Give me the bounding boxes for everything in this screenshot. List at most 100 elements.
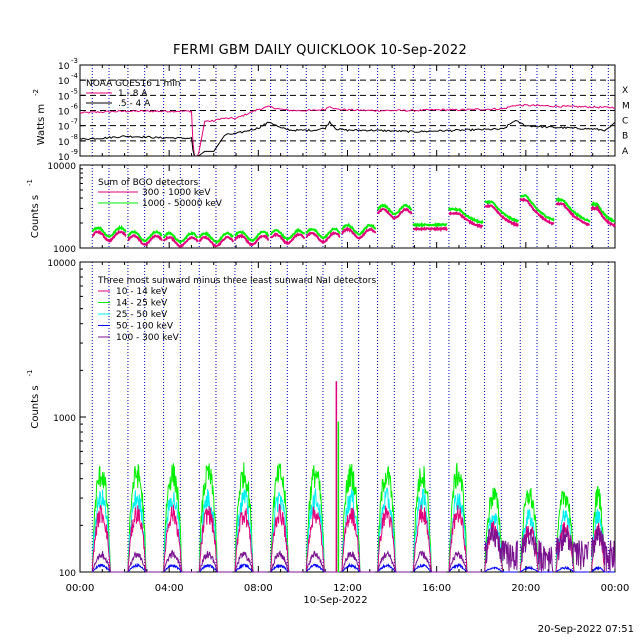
bgo-series-line	[341, 226, 377, 240]
bgo-series-line	[91, 229, 127, 244]
nai-series-line	[234, 551, 268, 573]
y-tick-exponent: -3	[71, 57, 78, 65]
y-tick-exponent: -8	[71, 133, 78, 141]
y-tick-label: 10	[58, 108, 70, 118]
nai-series-line	[448, 550, 482, 573]
flare-class-label: M	[622, 101, 630, 111]
bgo-series-line	[198, 235, 235, 248]
legend-title: Sum of BGO detectors	[98, 178, 199, 188]
bgo-series-line	[305, 231, 341, 244]
bgo-series-line	[555, 201, 590, 227]
y-tick-exponent: -4	[71, 72, 79, 80]
legend-title: NOAA GOES16 1 min	[86, 79, 180, 89]
y-tick-label: 10000	[47, 162, 76, 172]
y-tick-label: 10	[58, 92, 70, 102]
bgo-panel-content: 10000 1000 Counts s -1 Sum of BGO detectors3…	[26, 162, 616, 255]
legend-label: 25 - 50 keV	[116, 310, 168, 320]
bgo-series-line	[198, 230, 234, 245]
bgo-series-line	[412, 221, 448, 228]
bgo-series-line	[376, 203, 413, 216]
x-tick-label: 16:00	[422, 583, 451, 594]
y-axis-label: Watts m	[36, 104, 47, 145]
legend-label: 1000 - 50000 keV	[142, 199, 223, 209]
legend-label: 100 - 300 keV	[116, 333, 180, 343]
nai-series-line	[305, 550, 340, 573]
bgo-series-line	[591, 200, 616, 223]
legend-label: .5 - 4 A	[118, 99, 151, 109]
nai-panel-content: 10000 1000 100 Counts s -1 Three most sunward…	[26, 259, 616, 579]
bgo-series-line	[448, 211, 484, 230]
goes-series-line	[79, 103, 616, 157]
nai-series-line	[91, 551, 126, 573]
bgo-series-line	[590, 204, 616, 228]
x-tick-label: 04:00	[155, 583, 184, 594]
y-tick-label: 1000	[53, 245, 76, 255]
y-axis-label: Counts s	[30, 195, 41, 238]
bgo-series-line	[269, 232, 306, 245]
y-tick-label: 10	[58, 77, 70, 87]
legend-title: Three most sunward minus three least sun…	[97, 276, 376, 286]
nai-series-line	[163, 549, 197, 573]
bgo-series-line	[127, 229, 163, 243]
x-tick-label: 08:00	[244, 583, 273, 594]
legend-label: 14 - 25 keV	[116, 299, 168, 309]
x-axis-label: 10-Sep-2022	[303, 595, 367, 606]
y-axis-label-exponent: -1	[26, 179, 34, 186]
nai-series-line	[555, 565, 589, 573]
bgo-series-line	[412, 226, 448, 233]
x-tick-label: 12:00	[333, 583, 362, 594]
y-tick-exponent: -5	[71, 87, 78, 95]
bgo-series-line	[305, 227, 341, 240]
nai-series-line	[555, 526, 590, 570]
x-tick-label: 00:00	[66, 583, 95, 594]
bgo-series-line	[91, 224, 127, 239]
flare-class-label: X	[622, 86, 628, 96]
generated-timestamp: 20-Sep-2022 07:51	[537, 624, 634, 635]
y-tick-exponent: -9	[71, 148, 78, 156]
x-tick-label: 20:00	[511, 583, 540, 594]
x-tick-label: 00:00	[601, 583, 630, 594]
panel-bgo	[79, 164, 616, 249]
y-tick-label: 10000	[47, 259, 76, 269]
nai-series-line	[163, 463, 197, 573]
nai-series-line	[412, 550, 447, 573]
y-axis-label-exponent: -1	[26, 370, 34, 377]
bgo-series-line	[234, 229, 270, 243]
y-tick-exponent: -7	[71, 118, 78, 126]
bgo-series-line	[234, 233, 270, 247]
nai-series-line	[127, 551, 161, 573]
nai-series-line	[341, 551, 375, 573]
y-tick-label: 10	[58, 153, 70, 163]
legend-label: 50 - 100 keV	[116, 322, 174, 332]
y-tick-label: 100	[59, 569, 76, 579]
bgo-series-line	[127, 234, 163, 247]
bgo-series-line	[519, 197, 555, 226]
y-axis-label: Counts s	[30, 385, 41, 428]
y-tick-label: 1000	[53, 414, 76, 424]
nai-series-line	[520, 528, 554, 572]
bgo-series-line	[270, 227, 306, 242]
bgo-series-line	[555, 197, 591, 223]
nai-series-line	[484, 526, 518, 572]
nai-series-line	[377, 550, 411, 573]
flare-class-label: C	[622, 117, 628, 127]
goes-series-line	[79, 119, 616, 157]
bgo-series-line	[162, 230, 199, 244]
legend-label: 10 - 14 keV	[116, 287, 168, 297]
y-tick-label: 10	[58, 123, 70, 133]
bgo-series-line	[162, 235, 199, 249]
y-axis-label-exponent: -2	[32, 89, 40, 96]
bgo-series-line	[484, 199, 520, 223]
nai-series-line	[198, 550, 233, 573]
nai-series-line	[591, 525, 616, 572]
chart-title: FERMI GBM DAILY QUICKLOOK 10-Sep-2022	[172, 43, 468, 58]
legend-label: 300 - 1000 keV	[142, 188, 211, 198]
nai-series-line	[484, 566, 518, 573]
nai-series-line	[270, 550, 304, 573]
flare-class-label: B	[622, 132, 628, 142]
bgo-series-line	[519, 194, 555, 222]
bgo-series-line	[341, 222, 377, 236]
y-tick-label: 10	[58, 62, 70, 72]
